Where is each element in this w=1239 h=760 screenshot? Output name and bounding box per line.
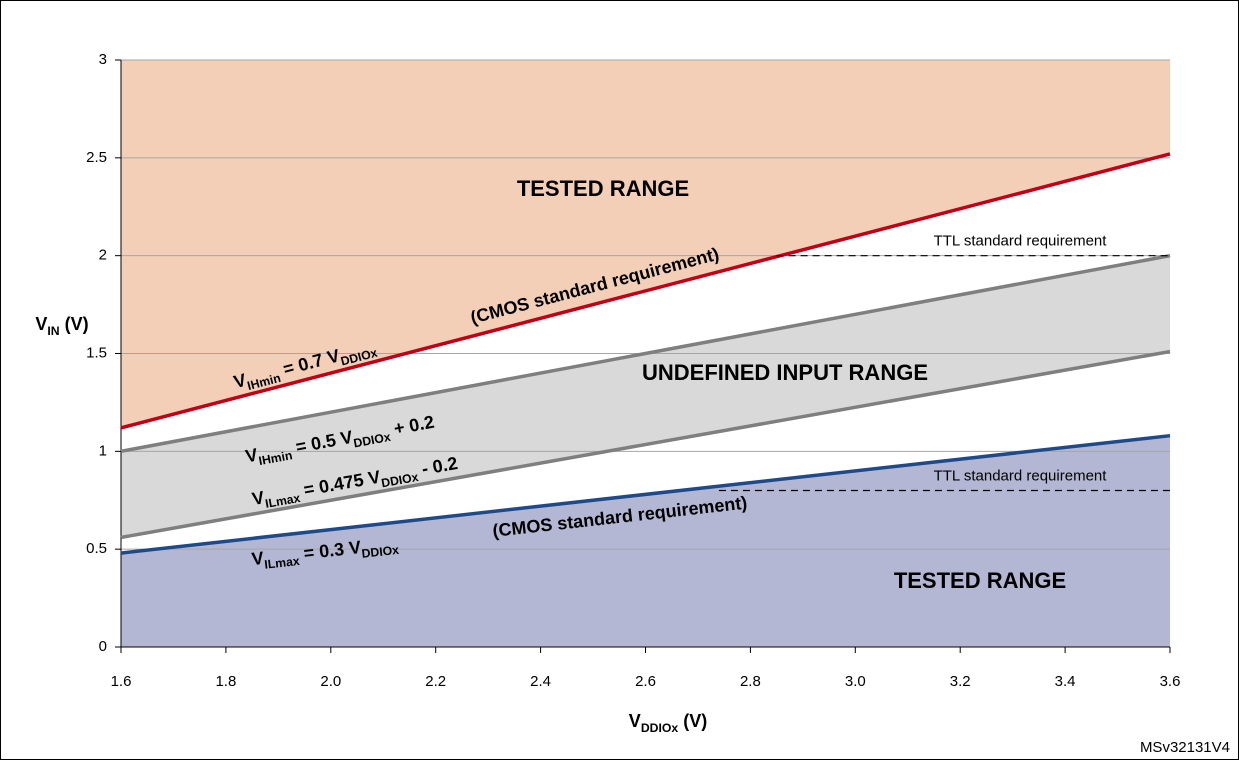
- x-tick-label: 3.0: [845, 673, 866, 690]
- annotation: TESTED RANGE: [517, 176, 689, 201]
- y-tick-label: 0: [99, 638, 107, 655]
- annotation: MSv32131V4: [1140, 739, 1230, 756]
- x-axis-label-part: DDIOx: [641, 721, 679, 735]
- chart: 0 0.5 1 1.5 2 2.5 3 1.6 1.8 2.0 2.2 2.4 2.6 2.8 3.0 3.2…: [0, 0, 1239, 760]
- y-tick-label: 1.5: [86, 344, 107, 361]
- x-tick-label: 1.6: [111, 673, 132, 690]
- series-label-part: V: [251, 548, 265, 569]
- y-axis-label-part: IN: [47, 324, 59, 338]
- y-tick-label: 1: [99, 442, 107, 459]
- x-axis-label-part: (V): [678, 711, 707, 731]
- y-axis-label-part: V: [35, 314, 47, 334]
- x-tick-label: 3.2: [950, 673, 971, 690]
- x-tick-label: 2.4: [530, 673, 551, 690]
- x-tick-label: 2.8: [740, 673, 761, 690]
- y-tick-label: 2: [99, 247, 107, 264]
- x-tick-label: 2.6: [635, 673, 656, 690]
- annotation: UNDEFINED INPUT RANGE: [642, 360, 928, 385]
- y-tick-label: 3: [99, 51, 107, 68]
- ttl-label: TTL standard requirement: [934, 467, 1108, 484]
- x-tick-label: 1.8: [215, 673, 236, 690]
- y-tick-label: 2.5: [86, 149, 107, 166]
- x-tick-label: 2.2: [425, 673, 446, 690]
- x-tick-label: 3.4: [1055, 673, 1076, 690]
- y-tick-label: 0.5: [86, 540, 107, 557]
- y-axis-label-part: (V): [60, 314, 89, 334]
- x-tick-label: 2.0: [320, 673, 341, 690]
- x-tick-label: 3.6: [1160, 673, 1181, 690]
- annotation: TESTED RANGE: [894, 568, 1066, 593]
- ttl-label: TTL standard requirement: [934, 233, 1108, 250]
- x-axis-label-part: V: [629, 711, 641, 731]
